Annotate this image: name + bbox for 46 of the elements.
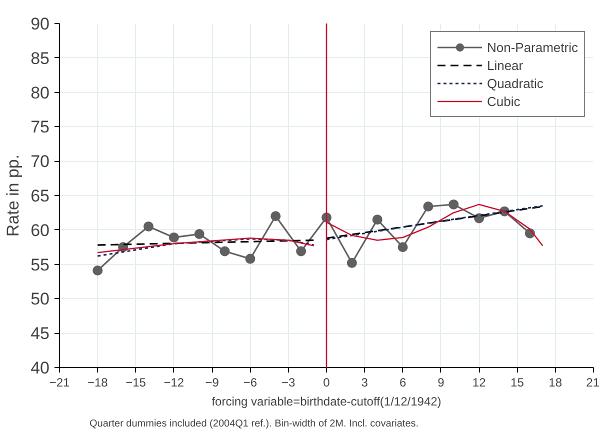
x-tick-label: −6 (243, 376, 258, 390)
x-tick-label: 0 (323, 376, 330, 390)
x-tick-label: −12 (164, 376, 184, 390)
y-tick-label: 85 (30, 48, 50, 68)
y-tick-label: 50 (30, 290, 50, 309)
point (346, 258, 357, 268)
y-tick-label: 45 (30, 324, 50, 344)
y-tick-label: 70 (30, 152, 50, 172)
point (448, 199, 459, 210)
x-tick-label: 9 (438, 376, 445, 390)
text: Quarter dummies included (2004Q1 ref.). Bin-width of 2M. Incl. covariates. (90, 418, 419, 430)
point (168, 232, 179, 242)
x-tick-label: 6 (399, 376, 406, 390)
legend-label: Non-Parametric (486, 38, 578, 56)
x-tick-label: 15 (510, 376, 524, 390)
point (144, 221, 154, 232)
point (372, 214, 382, 225)
legend-label: Linear (486, 56, 524, 74)
x-tick-label: −15 (126, 376, 146, 390)
y-tick-label: 55 (30, 255, 50, 274)
x-tick-label: 21 (586, 376, 599, 390)
point (220, 246, 230, 256)
point (194, 229, 204, 240)
point (423, 202, 434, 212)
point (296, 246, 306, 256)
legend-label: Cubic (486, 92, 520, 110)
x-tick-label: −21 (49, 376, 70, 390)
point (270, 211, 281, 222)
x-axis-title: forcing variable=birthdate-cutoff(1/12/1942) (212, 394, 442, 408)
x-tick-label: 3 (361, 376, 368, 390)
x-tick-label: 18 (548, 376, 562, 390)
point (398, 242, 408, 252)
y-tick-label: 60 (30, 220, 50, 240)
y-tick-label: 80 (30, 83, 50, 102)
x-tick-label: −3 (282, 376, 296, 390)
y-tick-label: 90 (30, 14, 50, 34)
point (92, 266, 103, 276)
point (245, 254, 256, 264)
x-tick-label: −9 (205, 376, 220, 390)
y-tick-label: 65 (30, 186, 50, 206)
x-tick-label: 12 (472, 376, 486, 390)
y-axis-title: Rate in pp. (4, 154, 23, 237)
y-tick-label: 40 (30, 358, 50, 378)
legend-label: Quadratic (486, 74, 544, 92)
x-tick-label: −18 (87, 376, 108, 390)
y-tick-label: 75 (30, 118, 50, 137)
